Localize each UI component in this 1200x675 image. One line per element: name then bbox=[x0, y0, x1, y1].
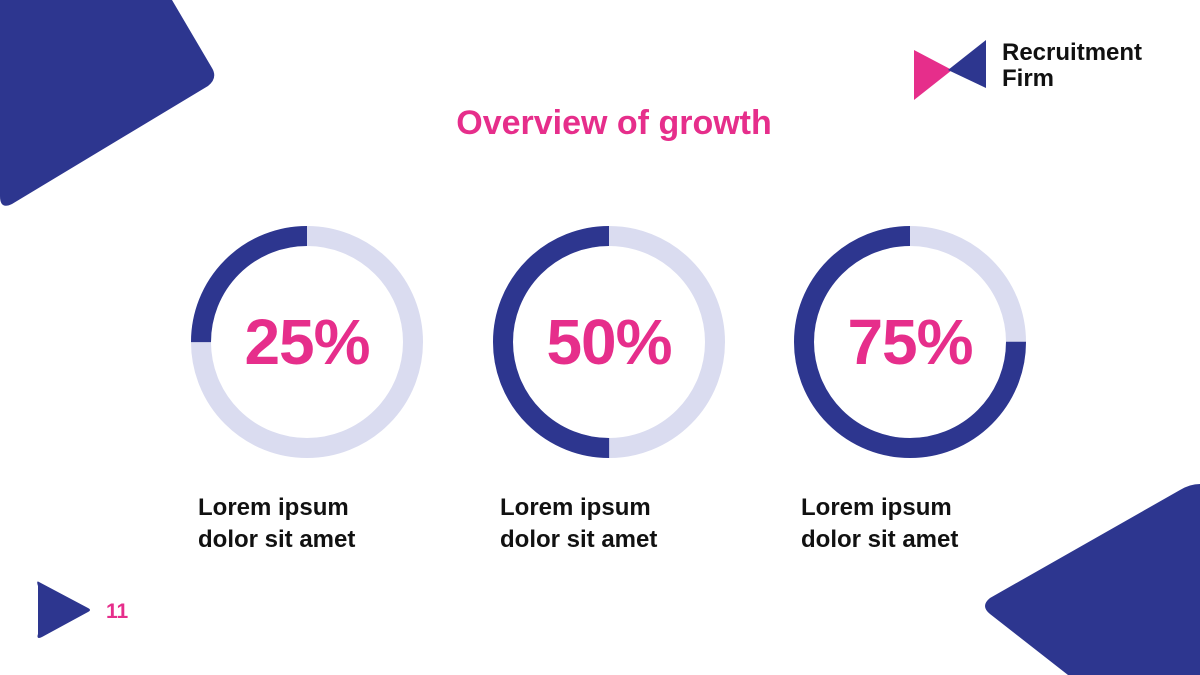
donut-arc-1 bbox=[191, 226, 423, 458]
donut-value-label-3: 75% bbox=[847, 306, 973, 378]
page-marker-triangle-icon bbox=[37, 581, 90, 638]
donut-chart-3: 75% bbox=[792, 224, 1028, 460]
donut-arc-2 bbox=[493, 226, 725, 458]
decorative-triangle-top-left bbox=[0, 0, 215, 206]
page-number: 11 bbox=[106, 600, 129, 623]
donut-caption-1: Lorem ipsum dolor sit amet bbox=[198, 494, 356, 553]
decorative-triangle-bottom-right bbox=[985, 484, 1200, 675]
donut-caption-2: Lorem ipsum dolor sit amet bbox=[500, 494, 658, 553]
donut-ring-1 bbox=[191, 226, 423, 458]
donut-ring-2 bbox=[493, 226, 725, 458]
brand-logo: Recruitment Firm bbox=[914, 40, 1174, 102]
slide-title: Overview of growth bbox=[456, 104, 772, 142]
donut-caption-3: Lorem ipsum dolor sit amet bbox=[801, 494, 959, 553]
bowtie-logo-icon bbox=[914, 40, 986, 100]
donut-chart-2: 50% bbox=[491, 224, 727, 460]
donut-chart-1: 25% bbox=[189, 224, 425, 460]
donut-value-label-2: 50% bbox=[546, 306, 672, 378]
brand-name-line2: Firm bbox=[1002, 65, 1055, 92]
brand-name: Recruitment Firm bbox=[1002, 40, 1142, 92]
donut-value-label-1: 25% bbox=[244, 306, 370, 378]
donut-arc-3 bbox=[794, 226, 1026, 458]
brand-name-line1: Recruitment bbox=[1002, 39, 1143, 66]
donut-ring-3 bbox=[794, 226, 1026, 458]
